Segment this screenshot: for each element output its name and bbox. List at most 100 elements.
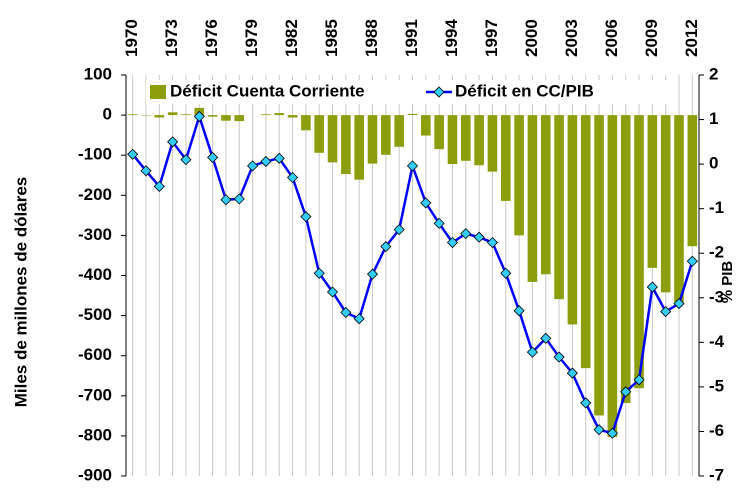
x-tick-label: 2009 xyxy=(642,19,661,57)
marker xyxy=(300,211,312,223)
x-tick-label: 1979 xyxy=(242,19,261,57)
y-tick-label: -700 xyxy=(78,385,112,404)
bar xyxy=(381,115,391,155)
bar xyxy=(500,115,511,201)
x-tick-label: 1997 xyxy=(482,19,501,57)
bar xyxy=(354,115,364,180)
marker xyxy=(486,236,499,249)
y-tick-label: -100 xyxy=(78,145,112,164)
marker xyxy=(500,267,512,279)
marker xyxy=(153,180,165,192)
y-tick-label: -200 xyxy=(78,185,112,204)
bar xyxy=(527,115,538,282)
marker xyxy=(446,236,459,249)
marker xyxy=(273,152,285,164)
x-tick-label: 1994 xyxy=(442,19,461,57)
y-tick-label: -900 xyxy=(78,465,112,484)
x-tick-label: 2003 xyxy=(562,19,581,57)
marker xyxy=(326,286,339,298)
y-tick-label: -800 xyxy=(78,425,112,444)
marker xyxy=(180,154,192,166)
bar xyxy=(154,115,165,118)
y2-tick-label: -3 xyxy=(709,287,724,306)
y-tick-label: 100 xyxy=(84,64,112,83)
bar xyxy=(274,113,285,116)
bar xyxy=(567,115,578,325)
x-tick-label: 1970 xyxy=(122,19,141,57)
x-tick-label: 2012 xyxy=(682,19,701,57)
bar xyxy=(607,115,618,438)
bar xyxy=(434,115,444,150)
marker xyxy=(340,306,352,319)
bar xyxy=(221,115,231,121)
marker xyxy=(127,148,139,160)
marker xyxy=(313,267,325,279)
bar xyxy=(367,115,378,164)
bar xyxy=(314,115,325,153)
bar xyxy=(127,114,138,116)
marker xyxy=(660,306,672,318)
marker xyxy=(673,298,685,310)
bar xyxy=(514,115,524,236)
bar xyxy=(580,115,591,369)
bar xyxy=(207,115,218,117)
bar xyxy=(474,115,484,166)
bar xyxy=(341,115,351,175)
bar xyxy=(407,113,418,116)
bar xyxy=(687,115,698,247)
x-tick-label: 1973 xyxy=(162,19,181,57)
y2-tick-label: 0 xyxy=(709,154,718,173)
marker xyxy=(526,346,538,358)
bar xyxy=(540,115,551,275)
bar xyxy=(287,115,298,118)
bar xyxy=(447,115,458,165)
y2-tick-label: -6 xyxy=(709,421,724,440)
x-tick-label: 2000 xyxy=(522,19,541,57)
bar xyxy=(261,114,271,116)
marker xyxy=(566,367,578,379)
legend-swatch xyxy=(150,85,166,99)
y2-tick-label: 1 xyxy=(709,109,718,128)
legend-label: Déficit en CC/PIB xyxy=(455,81,594,100)
y2-tick-label: -1 xyxy=(709,198,724,217)
bar xyxy=(181,114,191,116)
y-tick-label: -400 xyxy=(78,265,112,284)
marker xyxy=(140,165,152,177)
marker xyxy=(580,397,592,409)
x-tick-label: 1988 xyxy=(362,19,381,57)
marker xyxy=(366,268,379,280)
marker xyxy=(473,231,485,243)
y2-tick-label: -5 xyxy=(709,376,724,395)
marker xyxy=(553,351,565,363)
y2-tick-label: -4 xyxy=(709,332,725,351)
y2-axis-label: % PIB xyxy=(719,261,736,304)
y-tick-label: -600 xyxy=(78,345,112,364)
marker xyxy=(420,197,432,209)
bar xyxy=(620,115,631,404)
bar xyxy=(647,115,658,268)
y2-tick-label: -7 xyxy=(709,465,724,484)
marker xyxy=(406,160,419,172)
marker xyxy=(460,228,472,240)
x-tick-label: 1991 xyxy=(402,19,421,57)
bar xyxy=(674,115,684,302)
marker xyxy=(620,386,632,398)
bar xyxy=(487,115,498,172)
marker xyxy=(686,255,698,267)
bar xyxy=(634,115,644,389)
marker xyxy=(380,240,392,253)
x-tick-label: 1982 xyxy=(282,19,301,57)
legend-label: Déficit Cuenta Corriente xyxy=(170,81,365,100)
bar xyxy=(167,112,178,116)
bar xyxy=(327,115,338,163)
marker xyxy=(167,136,179,148)
marker xyxy=(287,171,299,184)
bar xyxy=(234,115,245,122)
marker xyxy=(260,155,272,168)
x-tick-label: 1985 xyxy=(322,19,341,57)
marker xyxy=(646,281,658,293)
marker xyxy=(353,313,365,325)
marker xyxy=(633,374,645,386)
y-tick-label: -500 xyxy=(78,305,112,324)
